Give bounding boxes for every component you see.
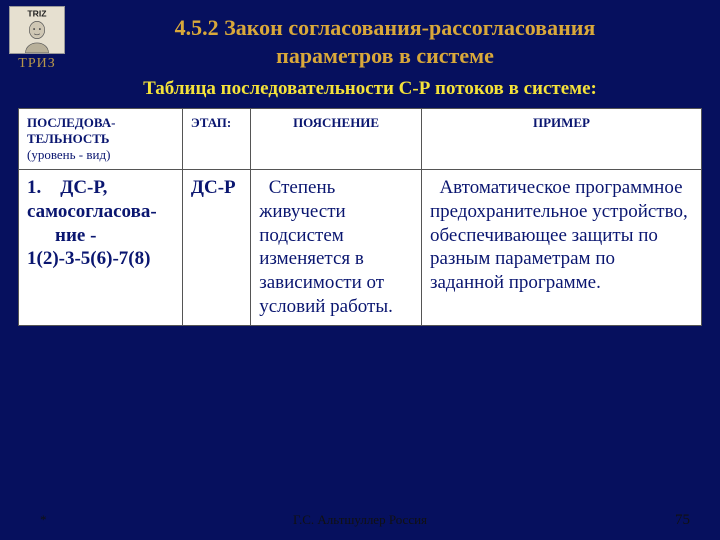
title-line1: 4.5.2 Закон согласования-рассогласования — [175, 15, 596, 40]
header-explanation: ПОЯСНЕНИЕ — [251, 109, 422, 170]
cell-stage: ДС-Р — [182, 170, 250, 326]
table-row: 1. ДС-Р, самосогласова- ние - 1(2)-3-5(6… — [19, 170, 702, 326]
header-seq-l1: ПОСЛЕДОВА- — [27, 115, 115, 130]
footer-left: * — [40, 512, 47, 528]
title-line2: параметров в системе — [276, 43, 494, 68]
sequence-table-wrap: ПОСЛЕДОВА- ТЕЛЬНОСТЬ (уровень - вид) ЭТА… — [18, 108, 702, 326]
slide: TRIZ ТРИЗ 4.5.2 Закон согласования-рассо… — [0, 0, 720, 540]
header-seq-l2: ТЕЛЬНОСТЬ — [27, 131, 110, 146]
triz-logo-icon: TRIZ — [9, 6, 65, 54]
header-seq-l3: (уровень - вид) — [27, 147, 110, 162]
logo-block: TRIZ ТРИЗ — [8, 6, 66, 72]
slide-subtitle: Таблица последовательности С-Р потоков в… — [60, 78, 680, 100]
cell-example: Автоматическое программное предохранител… — [421, 170, 701, 326]
cell-explanation: Степень живучести подсистем изменяется в… — [251, 170, 422, 326]
table-header-row: ПОСЛЕДОВА- ТЕЛЬНОСТЬ (уровень - вид) ЭТА… — [19, 109, 702, 170]
seq-l4: 1(2)-3-5(6)-7(8) — [27, 248, 150, 269]
header-example: ПРИМЕР — [421, 109, 701, 170]
footer: * Г.С. Альтшуллер Россия 75 — [0, 512, 720, 528]
sequence-table: ПОСЛЕДОВА- ТЕЛЬНОСТЬ (уровень - вид) ЭТА… — [18, 108, 702, 326]
header-stage: ЭТАП: — [182, 109, 250, 170]
seq-l3: ние - — [27, 225, 96, 246]
header-sequence: ПОСЛЕДОВА- ТЕЛЬНОСТЬ (уровень - вид) — [19, 109, 183, 170]
logo-label: ТРИЗ — [8, 56, 66, 72]
seq-l1: 1. ДС-Р, — [27, 177, 107, 198]
cell-sequence: 1. ДС-Р, самосогласова- ние - 1(2)-3-5(6… — [19, 170, 183, 326]
footer-author: Г.С. Альтшуллер Россия — [0, 512, 720, 528]
page-number: 75 — [675, 512, 690, 529]
svg-text:TRIZ: TRIZ — [27, 9, 47, 19]
slide-title: 4.5.2 Закон согласования-рассогласования… — [90, 14, 680, 69]
seq-l2: самосогласова- — [27, 201, 157, 222]
